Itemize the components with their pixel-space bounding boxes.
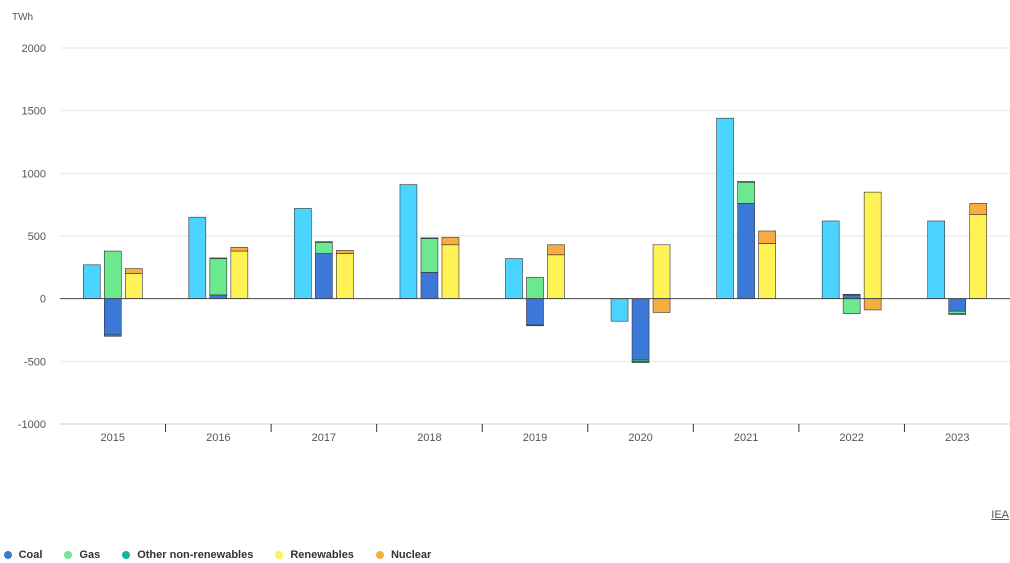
legend-item-gas[interactable]: Gas [64,549,100,561]
renewables-bar [969,214,988,299]
x-tick-label: 2020 [628,432,652,444]
renewables-bar [230,250,249,299]
other-non-renewables-bar [737,181,755,183]
renewables-bar [547,254,565,299]
other-non-renewables-bar [526,324,544,327]
gas-bar [526,277,544,299]
y-axis-ticks: 2000 1500 1000 500 0 -500 -1000 [18,43,46,431]
demand-bar [188,216,207,299]
demand-bar [821,220,840,299]
legend-label-other-non-renewables: Other non-renewables [137,549,254,561]
coal-bar [631,298,650,361]
renewables-bar [652,244,671,299]
demand-bar [82,264,101,299]
nuclear-bar [230,246,249,252]
gas-bar [948,310,967,315]
legend-item-renewables[interactable]: Renewables [275,549,354,561]
x-tick-label: 2022 [839,432,863,444]
x-tick-label: 2019 [523,432,547,444]
x-tick-label: 2015 [101,432,125,444]
nuclear-dot-icon [375,551,384,559]
nuclear-bar [652,298,671,313]
demand-bar [399,184,418,299]
renewables-dot-icon [275,551,284,559]
renewables-bar [863,191,882,299]
other-non-renewables-bar [631,361,650,363]
demand-bar [610,298,629,322]
nuclear-bar [863,298,882,311]
coal-bar [948,298,967,312]
x-tick-label: 2023 [945,432,969,444]
y-tick-label: 2000 [22,43,46,55]
other-non-renewables-bar [315,241,333,243]
legend-label-gas: Gas [79,549,101,561]
demand-bar [927,220,946,299]
y-tick-label: -500 [24,356,46,368]
renewables-bar [758,243,776,299]
y-tick-label: 1000 [22,168,46,180]
renewables-bar [124,273,143,299]
other-non-renewables-bar [948,313,967,315]
legend-item-other-non-renewables[interactable]: Other non-renewables [122,549,253,561]
y-unit-label: TWh [12,12,33,23]
other-non-renewables-bar [842,293,861,296]
demand-bar [716,117,734,299]
coal-bar [842,294,861,299]
other-non-renewables-bar [209,257,228,260]
nuclear-bar [758,230,776,244]
x-axis: 2015 2016 2017 2018 2019 2020 2021 2022 2023 [60,298,1010,444]
source-link[interactable]: IEA [991,509,1009,521]
coal-dot-icon [3,551,12,559]
gas-bar [315,241,333,254]
legend-label-coal: Coal [18,549,43,561]
renewables-bar [336,253,354,299]
y-tick-label: 500 [28,231,46,243]
legend-label-nuclear: Nuclear [390,549,432,561]
legend-item-coal[interactable]: Coal [3,549,43,561]
bar-series [82,117,988,363]
y-tick-label: -1000 [18,419,46,431]
coal-bar [526,298,544,326]
nuclear-bar [336,250,354,254]
demand-bar [294,208,312,299]
y-tick-label: 1500 [22,106,46,118]
other-non-renewables-bar [103,334,122,337]
legend: and Coal Gas Other non-renewables Renewa… [0,549,453,561]
x-tick-label: 2017 [312,432,336,444]
x-tick-label: 2018 [417,432,441,444]
nuclear-bar [124,268,143,274]
y-tick-label: 0 [40,294,46,306]
demand-bar [505,258,523,299]
gas-bar [737,181,755,204]
nuclear-bar [441,236,460,246]
nuclear-bar [547,244,565,256]
gas-bar [420,238,439,273]
legend-item-nuclear[interactable]: Nuclear [375,549,432,561]
nuclear-bar [969,203,988,215]
coal-bar [737,203,755,299]
gas-bar [842,298,861,315]
gas-bar [209,258,228,296]
gas-dot-icon [64,551,73,559]
renewables-bar [441,244,460,299]
other-non-renewables-bar [420,237,439,239]
coal-bar [103,298,122,336]
coal-bar [209,294,228,299]
x-tick-label: 2021 [734,432,758,444]
gas-bar [103,250,122,299]
legend-label-renewables: Renewables [290,549,354,561]
other-non-renewables-dot-icon [122,551,131,559]
x-tick-label: 2016 [206,432,230,444]
coal-bar [420,272,439,299]
coal-bar [315,253,333,299]
